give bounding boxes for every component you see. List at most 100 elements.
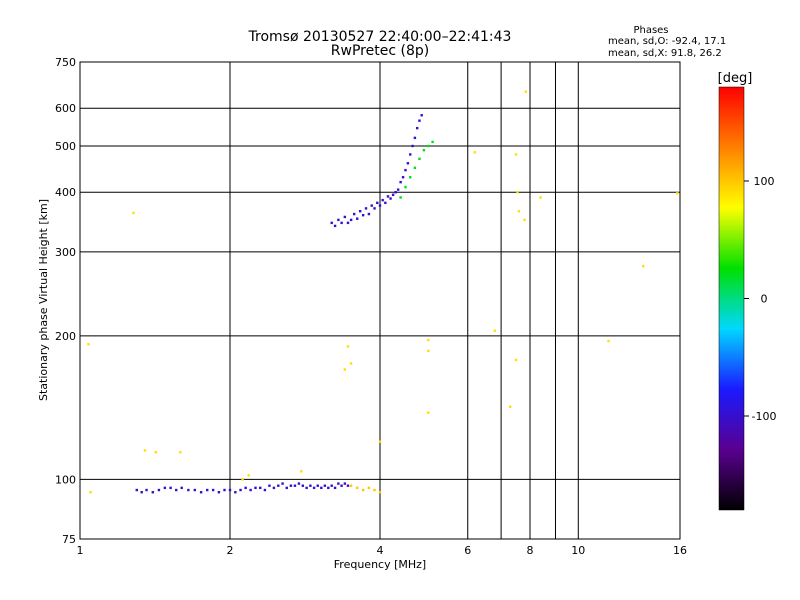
- data-point: [386, 195, 390, 198]
- colorbar-tick-label: 0: [761, 293, 768, 306]
- data-point: [285, 486, 288, 490]
- data-points: [87, 90, 679, 494]
- data-point: [169, 486, 172, 490]
- data-point: [145, 488, 148, 492]
- data-point: [367, 486, 371, 490]
- data-point: [327, 486, 330, 490]
- data-point: [297, 482, 301, 485]
- data-point: [373, 488, 376, 492]
- data-point: [420, 114, 423, 117]
- colorbar-tick-label: 100: [754, 175, 775, 188]
- data-point: [349, 484, 353, 487]
- data-point: [346, 345, 350, 348]
- data-point: [199, 491, 203, 494]
- data-point: [263, 488, 267, 492]
- data-point: [418, 157, 421, 161]
- data-point: [87, 343, 90, 346]
- data-point: [309, 484, 312, 487]
- data-point: [396, 188, 400, 191]
- data-point: [427, 349, 430, 353]
- data-point: [337, 482, 340, 485]
- data-point: [337, 218, 340, 222]
- y-tick-label: 600: [55, 102, 76, 115]
- data-point: [268, 484, 271, 487]
- data-point: [676, 192, 679, 195]
- x-tick-label: 8: [527, 544, 534, 557]
- plot-frame: [79, 61, 681, 540]
- data-point: [381, 198, 384, 202]
- data-point: [175, 488, 178, 492]
- data-point: [316, 484, 319, 487]
- data-point: [293, 484, 297, 487]
- data-point: [607, 339, 610, 343]
- data-point: [406, 162, 410, 165]
- data-point: [427, 338, 430, 342]
- legend-line-x: mean, sd,X: 91.8, 26.2: [608, 48, 722, 59]
- data-point: [355, 217, 359, 220]
- x-tick-label: 2: [227, 544, 234, 557]
- data-point: [539, 196, 542, 199]
- data-point: [305, 486, 308, 490]
- data-point: [399, 196, 402, 199]
- data-point: [508, 405, 512, 408]
- data-point: [193, 488, 197, 492]
- data-point: [301, 484, 305, 487]
- data-point: [361, 488, 365, 492]
- data-point: [514, 358, 518, 362]
- data-point: [517, 209, 521, 213]
- data-point: [401, 176, 405, 179]
- data-point: [399, 180, 402, 184]
- data-point: [409, 176, 412, 179]
- data-point: [373, 207, 376, 210]
- data-point: [239, 488, 242, 492]
- data-point: [349, 362, 353, 365]
- data-point: [378, 204, 382, 207]
- data-point: [205, 488, 209, 492]
- data-point: [415, 126, 419, 130]
- data-point: [132, 211, 135, 215]
- data-point: [516, 191, 519, 194]
- data-point: [223, 488, 226, 492]
- data-point: [391, 193, 395, 197]
- data-point: [364, 207, 368, 210]
- colorbar-gradient: [718, 86, 745, 511]
- data-point: [330, 221, 333, 225]
- data-point: [320, 486, 323, 490]
- data-point: [642, 264, 645, 268]
- data-point: [355, 486, 359, 490]
- data-point: [228, 488, 232, 492]
- y-tick-label: 75: [62, 533, 76, 546]
- data-point: [312, 486, 316, 490]
- grid-lines: [80, 62, 680, 539]
- data-point: [211, 488, 215, 492]
- data-point: [277, 484, 280, 487]
- data-point: [343, 368, 347, 371]
- data-point: [180, 486, 183, 490]
- data-point: [352, 212, 356, 216]
- data-point: [409, 153, 412, 156]
- colorbar-tick-label: -100: [752, 410, 777, 423]
- data-point: [247, 474, 250, 477]
- x-axis-label: Frequency [MHz]: [334, 558, 426, 571]
- x-tick-label: 16: [673, 544, 687, 557]
- colorbar: [deg] 100 0 -100: [718, 71, 777, 511]
- x-tick-label: 1: [77, 544, 84, 557]
- data-point: [163, 486, 167, 490]
- data-point: [404, 168, 407, 172]
- data-point: [411, 144, 414, 148]
- data-point: [234, 491, 237, 494]
- data-point: [179, 451, 182, 454]
- data-point: [151, 491, 155, 494]
- data-point: [157, 488, 161, 492]
- data-point: [249, 488, 252, 492]
- data-point: [514, 153, 518, 156]
- data-point: [523, 218, 526, 222]
- data-point: [343, 215, 347, 219]
- data-point: [422, 148, 426, 152]
- data-point: [524, 90, 528, 93]
- y-tick-label: 400: [55, 186, 76, 199]
- data-point: [135, 488, 138, 492]
- data-point: [493, 329, 497, 332]
- data-point: [140, 491, 143, 494]
